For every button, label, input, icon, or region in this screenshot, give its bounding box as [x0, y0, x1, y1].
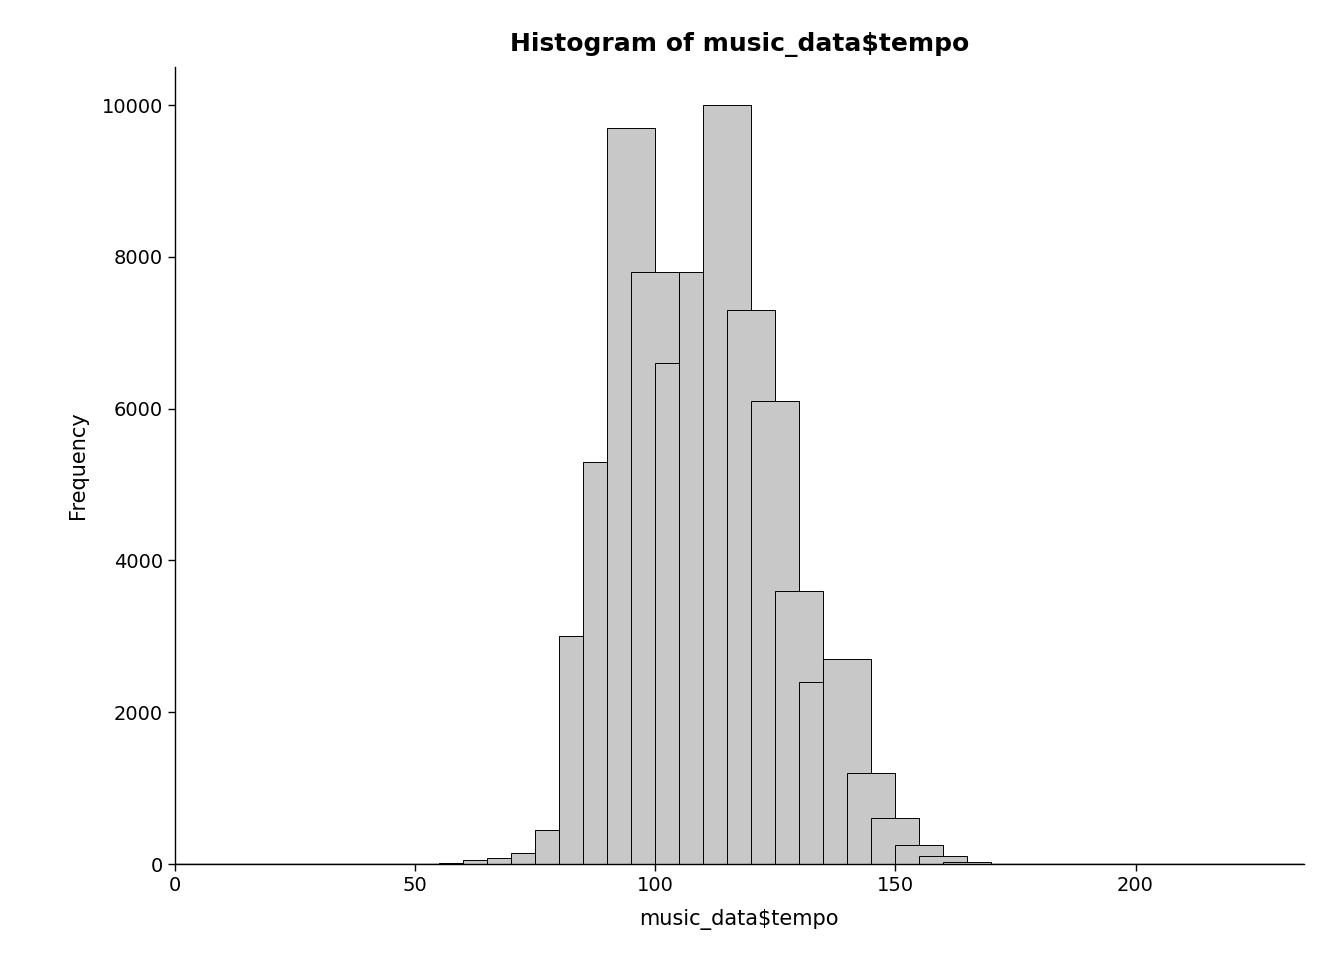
- Bar: [487, 858, 535, 864]
- Bar: [559, 636, 607, 864]
- Bar: [727, 310, 775, 864]
- Bar: [943, 862, 992, 864]
- Bar: [824, 660, 871, 864]
- Bar: [847, 773, 895, 864]
- Bar: [703, 106, 751, 864]
- Title: Histogram of music_data$tempo: Histogram of music_data$tempo: [509, 32, 969, 57]
- Bar: [535, 829, 583, 864]
- X-axis label: music_data$tempo: music_data$tempo: [640, 909, 839, 929]
- Bar: [895, 845, 943, 864]
- Bar: [632, 272, 679, 864]
- Bar: [583, 462, 632, 864]
- Bar: [871, 819, 919, 864]
- Bar: [607, 128, 655, 864]
- Y-axis label: Frequency: Frequency: [67, 412, 87, 519]
- Bar: [800, 682, 847, 864]
- Bar: [775, 590, 824, 864]
- Bar: [679, 272, 727, 864]
- Bar: [919, 856, 968, 864]
- Bar: [462, 860, 511, 864]
- Bar: [655, 363, 703, 864]
- Bar: [511, 852, 559, 864]
- Bar: [751, 401, 800, 864]
